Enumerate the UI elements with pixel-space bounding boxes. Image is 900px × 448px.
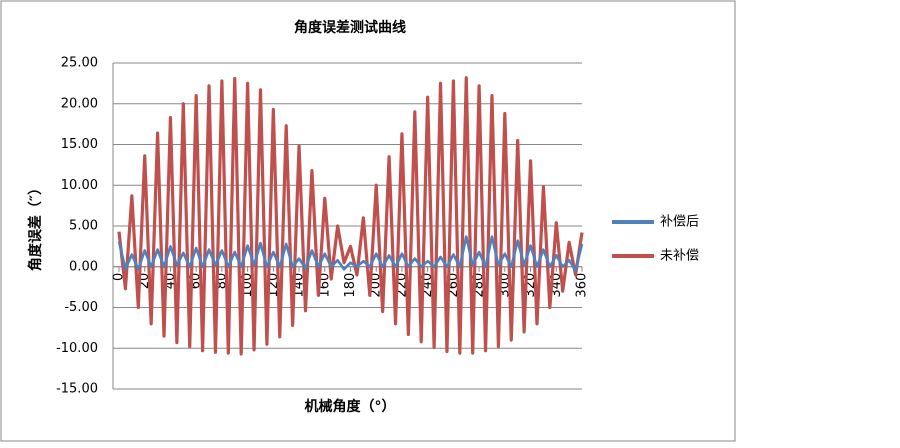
y-tick-label: 10.00 — [61, 178, 98, 193]
y-tick-label: 0.00 — [69, 259, 98, 274]
legend-label: 未补偿 — [660, 249, 699, 264]
y-tick-label: 25.00 — [61, 56, 98, 71]
x-tick-label: 0 — [112, 273, 127, 281]
series-line — [117, 235, 584, 273]
y-tick-label: 20.00 — [61, 96, 98, 111]
x-tick-label: 180 — [343, 273, 358, 298]
y-tick-label: -5.00 — [64, 300, 98, 315]
chart-title: 角度误差测试曲线 — [294, 19, 406, 36]
series-line — [117, 76, 584, 356]
y-tick-label: 15.00 — [61, 137, 98, 152]
x-axis-title: 机械角度（°） — [305, 398, 396, 415]
y-axis-title: 角度误差（″） — [27, 181, 44, 271]
x-tick-label: 360 — [575, 273, 590, 298]
legend-label: 补偿后 — [660, 215, 699, 230]
y-tick-label: -15.00 — [56, 382, 98, 397]
y-tick-label: 5.00 — [69, 219, 98, 234]
y-tick-label: -10.00 — [56, 341, 98, 356]
